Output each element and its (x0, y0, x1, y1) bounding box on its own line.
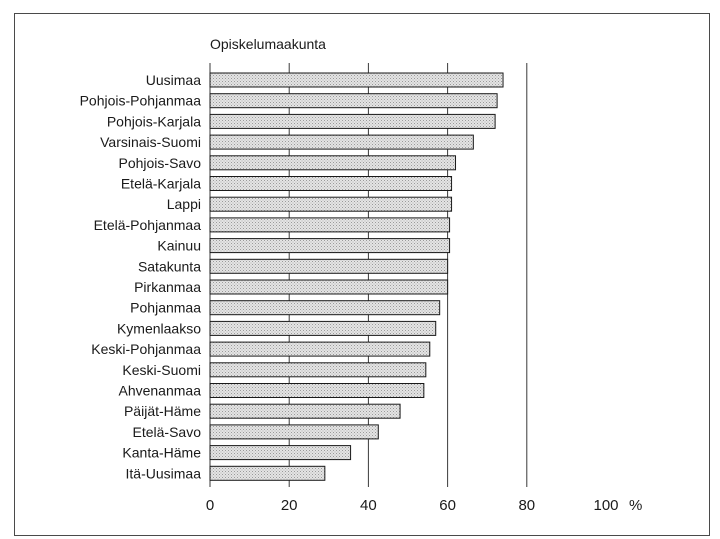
x-tick-label-20: 20 (281, 497, 298, 514)
category-label-6: Lappi (167, 196, 201, 212)
category-label-0: Uusimaa (146, 72, 201, 88)
bar-5 (209, 176, 453, 191)
bar-19 (209, 465, 326, 481)
category-label-11: Pohjanmaa (130, 300, 201, 316)
category-label-8: Kainuu (157, 238, 201, 254)
bar-1 (209, 93, 498, 109)
bar-3 (209, 134, 474, 150)
bar-12 (209, 320, 437, 336)
category-label-18: Kanta-Häme (122, 445, 201, 461)
bar-9 (209, 258, 449, 274)
bars (209, 72, 504, 481)
chart-frame (14, 13, 710, 536)
category-label-13: Keski-Pohjanmaa (91, 341, 201, 357)
bar-14 (209, 362, 427, 378)
category-labels: Uusimaa Pohjois-Pohjanmaa Pohjois-Karjala V… (80, 72, 202, 481)
bar-10 (209, 279, 449, 295)
category-label-12: Kymenlaakso (117, 320, 201, 336)
bar-17 (209, 424, 379, 440)
category-label-16: Päijät-Häme (124, 403, 201, 419)
category-label-1: Pohjois-Pohjanmaa (80, 93, 202, 109)
x-tick-label-0: 0 (206, 497, 214, 514)
bar-4 (209, 155, 457, 171)
x-tick-label-40: 40 (360, 497, 377, 514)
category-label-17: Etelä-Savo (133, 424, 202, 440)
x-unit-label: % (629, 497, 642, 514)
x-tick-label-100: 100 (593, 497, 618, 514)
bar-7 (209, 217, 451, 233)
bar-6 (209, 196, 453, 212)
category-label-15: Ahvenanmaa (118, 383, 201, 399)
category-label-19: Itä-Uusimaa (126, 465, 202, 481)
bar-8 (209, 238, 451, 254)
bar-13 (209, 341, 431, 357)
bar-15 (209, 383, 425, 398)
chart-title: Opiskelumaakunta (210, 36, 326, 52)
category-label-2: Pohjois-Karjala (107, 113, 201, 129)
category-label-3: Varsinais-Suomi (100, 134, 201, 150)
category-label-4: Pohjois-Savo (119, 155, 202, 171)
bar-0 (209, 72, 504, 88)
category-label-10: Pirkanmaa (134, 279, 201, 295)
category-label-14: Keski-Suomi (122, 362, 201, 378)
bar-2 (209, 113, 496, 129)
x-tick-label-80: 80 (518, 497, 535, 514)
bar-11 (209, 300, 441, 316)
bar-16 (209, 403, 401, 419)
category-label-5: Etelä-Karjala (121, 176, 201, 192)
x-tick-labels: 0 20 40 60 80 100 (206, 497, 619, 514)
category-label-7: Etelä-Pohjanmaa (94, 217, 202, 233)
x-tick-label-60: 60 (439, 497, 456, 514)
category-label-9: Satakunta (138, 258, 201, 274)
bar-18 (209, 445, 352, 461)
